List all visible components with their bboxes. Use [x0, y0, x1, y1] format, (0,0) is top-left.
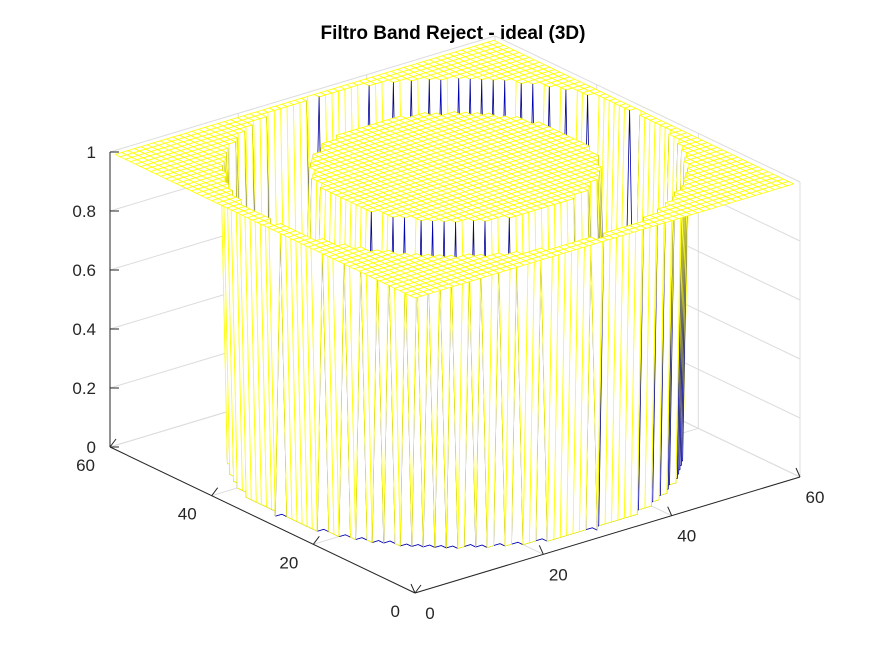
- y-tick-mark: [109, 438, 117, 448]
- x-tick-mark: [795, 467, 801, 478]
- wall-grid-line: [109, 35, 496, 153]
- x-tick-mark: [538, 545, 544, 555]
- x-tick-label: 60: [806, 488, 825, 507]
- y-tick-label: 20: [279, 553, 298, 572]
- y-tick-mark: [312, 535, 320, 545]
- z-tick-label: 0.2: [72, 379, 96, 398]
- x-tick-label: 0: [425, 604, 434, 623]
- z-tick-label: 0.6: [72, 261, 96, 280]
- x-axis-line: [414, 476, 801, 594]
- chart-title: Filtro Band Reject - ideal (3D): [321, 23, 586, 44]
- surface-mesh: [114, 40, 794, 549]
- y-tick-label: 0: [391, 602, 400, 621]
- y-tick-label: 40: [178, 505, 197, 524]
- y-tick-mark: [414, 584, 422, 594]
- y-tick-mark: [211, 487, 219, 497]
- y-axis-line: [109, 446, 416, 594]
- wall-grid-line: [494, 35, 801, 183]
- x-tick-mark: [410, 583, 416, 594]
- x-tick-label: 20: [549, 565, 568, 584]
- x-tick-mark: [667, 506, 673, 516]
- z-tick-label: 0: [87, 438, 96, 457]
- z-tick-label: 0.8: [72, 202, 96, 221]
- y-tick-label: 60: [76, 456, 95, 475]
- axes: [109, 151, 801, 594]
- z-tick-label: 1: [87, 143, 96, 162]
- x-tick-label: 40: [677, 527, 696, 546]
- z-tick-label: 0.4: [72, 320, 96, 339]
- surface-cell: [409, 293, 422, 299]
